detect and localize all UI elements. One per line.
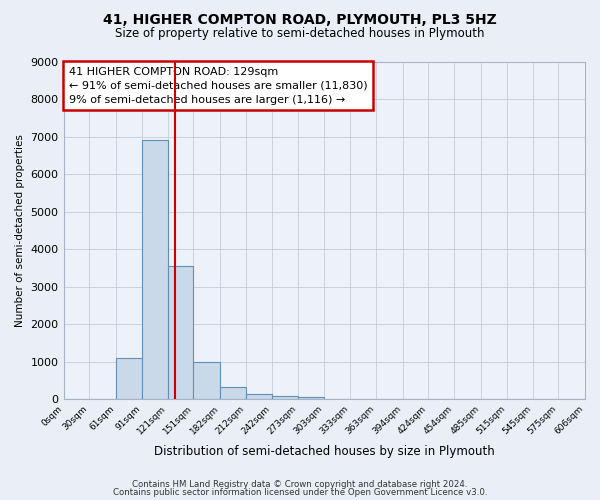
Bar (193, 362, 220, 399)
X-axis label: Distribution of semi-detached houses by size in Plymouth: Distribution of semi-detached houses by … (154, 444, 494, 458)
Text: Contains public sector information licensed under the Open Government Licence v3: Contains public sector information licen… (113, 488, 487, 497)
Bar (220, 387, 246, 399)
Text: Contains HM Land Registry data © Crown copyright and database right 2024.: Contains HM Land Registry data © Crown c… (132, 480, 468, 489)
Text: 41, HIGHER COMPTON ROAD, PLYMOUTH, PL3 5HZ: 41, HIGHER COMPTON ROAD, PLYMOUTH, PL3 5… (103, 12, 497, 26)
Text: Size of property relative to semi-detached houses in Plymouth: Size of property relative to semi-detach… (115, 28, 485, 40)
Bar (116, 358, 142, 399)
Bar (167, 266, 193, 399)
Y-axis label: Number of semi-detached properties: Number of semi-detached properties (15, 134, 25, 327)
Text: 41 HIGHER COMPTON ROAD: 129sqm
← 91% of semi-detached houses are smaller (11,830: 41 HIGHER COMPTON ROAD: 129sqm ← 91% of … (69, 66, 367, 104)
Bar (246, 394, 272, 399)
Bar (142, 140, 167, 399)
Bar (272, 396, 298, 399)
Bar (298, 396, 324, 399)
